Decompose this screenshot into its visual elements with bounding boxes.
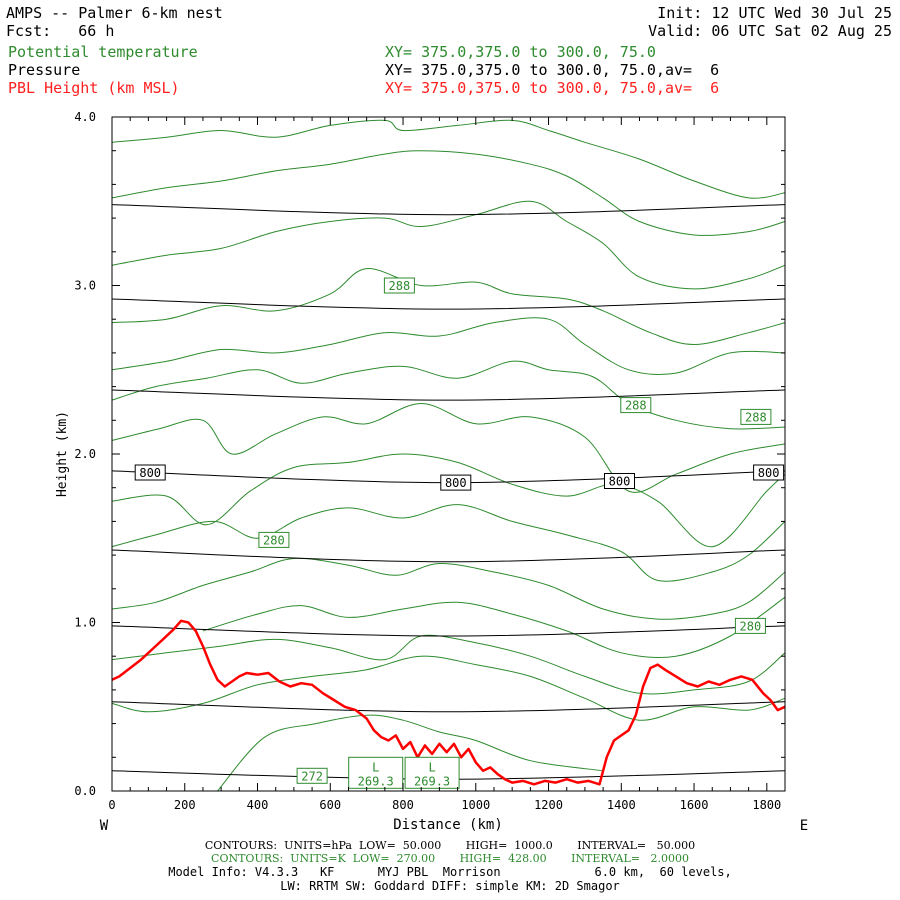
theta-contour-12: [111, 150, 786, 236]
theta-label-5: 272: [301, 769, 323, 783]
low-value-0: 269.3: [358, 774, 394, 788]
low-label-box-1: [404, 756, 460, 789]
east-label: E: [800, 818, 808, 834]
theta-contour-8: [111, 360, 786, 430]
y-tick-label-4: 4.0: [74, 110, 96, 124]
field2-xy: XY= 375.0,375.0 to 300.0, 75.0,av= 6: [385, 61, 720, 79]
theta-contours: [111, 119, 786, 792]
pressure-label-0: 800: [139, 466, 161, 480]
pressure-contour-1: [111, 701, 786, 713]
theta-contour-3: [202, 596, 786, 658]
pressure-contour-6: [111, 298, 786, 310]
field3-xy: XY= 375.0,375.0 to 300.0, 75.0,av= 6: [385, 79, 720, 97]
theta-label-1-box: [620, 397, 652, 414]
theta-contour-10: [111, 268, 786, 346]
theta-label-5-box: [296, 767, 328, 784]
pressure-label-0-box: [134, 464, 166, 481]
theta-contour-5: [111, 504, 786, 582]
x-tick-label-6: 1200: [534, 798, 563, 812]
pbl-height-series: [111, 619, 786, 786]
pressure-label-3: 800: [758, 466, 780, 480]
low-label-1: L: [428, 760, 435, 774]
theta-label-2: 288: [745, 410, 767, 424]
x-tick-label-0: 0: [108, 798, 115, 812]
y-tick-label-0: 0.0: [74, 784, 96, 798]
pbl-height-line: [111, 619, 786, 786]
low-label-box-0: [348, 756, 404, 789]
forecast-hour: Fcst: 66 h: [6, 22, 115, 40]
y-tick-label-3: 3.0: [74, 279, 96, 293]
theta-contour-1: [111, 655, 786, 721]
theta-label-2-box: [740, 408, 772, 425]
west-label: W: [100, 818, 109, 834]
pressure-contour-5: [111, 389, 786, 401]
theta-contour-9: [111, 317, 786, 376]
axes: 0 200 400 600 800 1000 1200 1400 1600 1800 0.0 1.0 2…: [74, 110, 786, 812]
low-value-1: 269.3: [414, 774, 450, 788]
pressure-label-3-box: [753, 464, 785, 481]
y-axis-label: Height (km): [55, 411, 70, 497]
x-tick-label-1: 200: [174, 798, 196, 812]
pressure-contours: [111, 204, 786, 780]
theta-label-0-box: [383, 277, 415, 294]
theta-label-1: 288: [625, 399, 647, 413]
footer-pressure-contours: CONTOURS: UNITS=hPa LOW= 50.000 HIGH= 10…: [204, 839, 696, 852]
low-label-0: L: [372, 760, 379, 774]
theta-contour-7: [111, 402, 786, 493]
footer-model-info: Model Info: V4.3.3 KF MYJ PBL Morrison 6…: [168, 865, 732, 879]
theta-contour-13: [111, 119, 786, 199]
theta-contour-2: [111, 634, 786, 695]
pressure-label-1: 800: [445, 476, 467, 490]
footer-physics: LW: RRTM SW: Goddard DIFF: simple KM: 2D…: [280, 879, 620, 893]
x-tick-label-2: 400: [247, 798, 269, 812]
theta-label-0: 288: [389, 279, 411, 293]
pressure-contour-7: [111, 204, 786, 216]
plot-frame: [111, 116, 786, 792]
theta-label-4: 280: [740, 619, 762, 633]
theta-label-3: 280: [263, 533, 285, 547]
x-tick-label-8: 1600: [680, 798, 709, 812]
pressure-contour-3: [111, 549, 786, 563]
theta-contour-4: [111, 557, 786, 620]
theta-label-3-box: [258, 531, 290, 548]
theta-contour-0: [217, 714, 604, 792]
field2-name: Pressure: [8, 61, 81, 79]
pressure-label-1-box: [440, 474, 472, 491]
field1-name: Potential temperature: [8, 43, 198, 61]
field3-name: PBL Height (km MSL): [8, 79, 180, 97]
y-tick-label-2: 2.0: [74, 447, 96, 461]
x-tick-label-9: 1800: [752, 798, 781, 812]
x-tick-label-3: 600: [319, 798, 341, 812]
x-tick-label-5: 1000: [461, 798, 490, 812]
init-time: Init: 12 UTC Wed 30 Jul 25: [657, 4, 892, 22]
field1-xy: XY= 375.0,375.0 to 300.0, 75.0: [385, 43, 656, 61]
y-tick-label-1: 1.0: [74, 616, 96, 630]
x-axis-label: Distance (km): [393, 817, 503, 833]
valid-time: Valid: 06 UTC Sat 02 Aug 25: [648, 22, 892, 40]
footer-theta-contours: CONTOURS: UNITS=K LOW= 270.00 HIGH= 428.…: [211, 852, 689, 865]
chart-title: AMPS -- Palmer 6-km nest: [6, 4, 223, 22]
x-tick-label-4: 800: [392, 798, 414, 812]
theta-contour-6: [111, 453, 786, 548]
theta-label-4-box: [734, 617, 766, 634]
x-tick-label-7: 1400: [607, 798, 636, 812]
pressure-label-2-box: [604, 473, 635, 489]
pressure-label-2: 800: [609, 475, 631, 489]
